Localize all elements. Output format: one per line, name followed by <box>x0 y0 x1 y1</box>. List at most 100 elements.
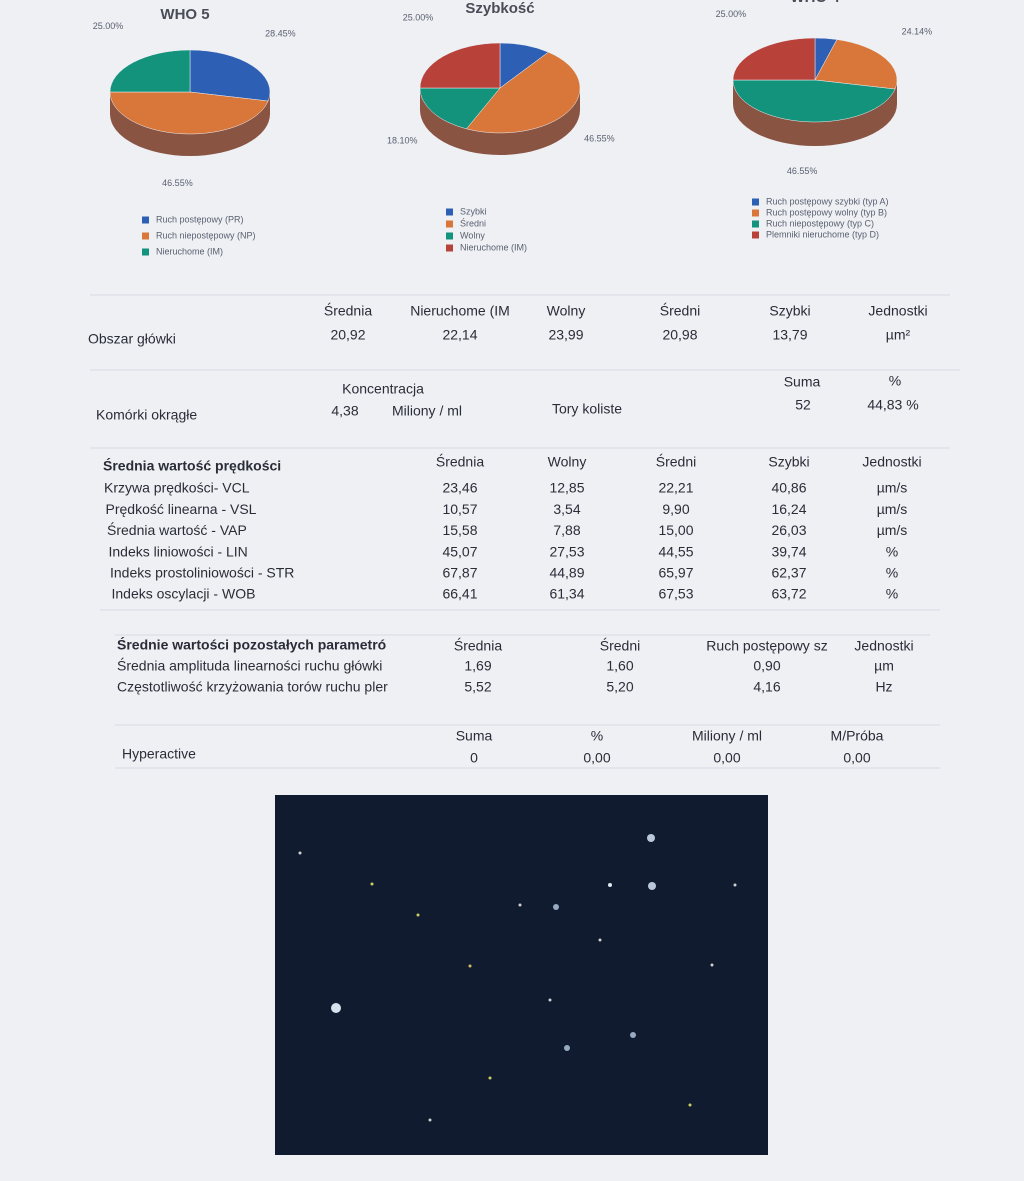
cell: % <box>886 586 898 602</box>
table-title: Średnie wartości pozostałych parametró <box>117 636 386 653</box>
cell: 67,87 <box>442 565 477 581</box>
pie-title: WHO 4 <box>790 0 840 6</box>
column-header: % <box>591 728 603 744</box>
cell: 0,00 <box>843 750 870 766</box>
legend-swatch <box>752 220 759 228</box>
cell: 15,58 <box>442 522 477 538</box>
row-label: Średnia amplituda linearności ruchu głów… <box>117 657 382 674</box>
pie-slice <box>465 51 581 134</box>
pie-slice <box>814 39 898 90</box>
cell: 1,69 <box>464 658 491 674</box>
row-label: Indeks oscylacji - WOB <box>112 586 256 602</box>
legend-swatch <box>752 198 759 206</box>
pie-title: Szybkość <box>465 0 534 17</box>
column-header: % <box>889 373 901 389</box>
row-label: Indeks prostoliniowości - STR <box>110 565 294 581</box>
legend-label: Ruch niepostępowy (typ C) <box>766 218 874 228</box>
cell: 1,60 <box>606 658 633 674</box>
row-label: Średnia wartość - VAP <box>107 521 247 538</box>
cell: 52 <box>795 397 811 413</box>
legend-swatch <box>142 248 149 256</box>
cell: 4,38 <box>331 403 358 419</box>
pie-title: WHO 5 <box>160 6 209 23</box>
legend-label: Szybki <box>460 206 487 216</box>
column-header: Jednostki <box>862 454 921 470</box>
column-header: Średni <box>600 637 640 654</box>
column-header: Średnia <box>454 637 502 654</box>
cell: Hz <box>875 679 892 695</box>
legend-label: Średni <box>460 217 486 228</box>
cell: µm² <box>886 327 911 343</box>
pie-value-label: 18.10% <box>387 136 418 146</box>
cell: 61,34 <box>549 586 584 602</box>
cell: µm/s <box>877 522 908 538</box>
cell: 15,00 <box>658 522 693 538</box>
cell: 40,86 <box>771 480 806 496</box>
column-header: Nieruchome (IM <box>410 303 510 319</box>
cell: 66,41 <box>442 586 477 602</box>
cell: 44,89 <box>549 565 584 581</box>
row-label: Indeks liniowości - LIN <box>109 543 248 559</box>
pie-slice <box>189 49 271 102</box>
column-header: Szybki <box>768 454 809 470</box>
column-header: Suma <box>456 728 493 744</box>
pie-slice <box>109 91 269 135</box>
cell: 0,90 <box>753 658 780 674</box>
label: Komórki okrągłe <box>96 407 197 423</box>
column-header: Szybki <box>769 303 810 319</box>
cell: 67,53 <box>658 586 693 602</box>
cell: 23,46 <box>442 480 477 496</box>
cell: 27,53 <box>549 543 584 559</box>
cell: 26,03 <box>771 522 806 538</box>
cell: 23,99 <box>548 327 583 343</box>
cell: 44,55 <box>658 543 693 559</box>
pie-value-label: 46.55% <box>162 178 193 188</box>
legend-label: Wolny <box>460 230 485 240</box>
column-header: Średnia <box>436 453 484 470</box>
cell: 45,07 <box>442 543 477 559</box>
pie-value-label: 25.00% <box>716 9 747 19</box>
column-header: M/Próba <box>831 728 884 744</box>
pie-slice <box>732 37 816 81</box>
label: Tory koliste <box>552 401 622 417</box>
pie-slice <box>109 49 191 93</box>
cell: 44,83 % <box>867 397 918 413</box>
pie-value-label: 46.55% <box>584 133 615 143</box>
cell: 12,85 <box>549 480 584 496</box>
column-header: Wolny <box>548 454 587 470</box>
column-header: Jednostki <box>854 638 913 654</box>
pie-slice <box>419 42 501 89</box>
cell: 63,72 <box>771 586 806 602</box>
cell: 13,79 <box>772 327 807 343</box>
cell: 0,00 <box>713 750 740 766</box>
pie-slice <box>732 79 896 123</box>
cell: 0,00 <box>583 750 610 766</box>
cell: µm <box>874 658 894 674</box>
pie-value-label: 24.14% <box>902 27 933 37</box>
column-header: Ruch postępowy sz <box>706 638 827 654</box>
cell: 65,97 <box>658 565 693 581</box>
legend-label: Ruch niepostępowy (NP) <box>156 230 256 240</box>
cell: 9,90 <box>662 501 689 517</box>
cell: 4,16 <box>753 679 780 695</box>
pie-value-label: 28.45% <box>265 28 296 38</box>
microscope-image <box>275 795 768 1155</box>
cell: % <box>886 565 898 581</box>
cell: 5,20 <box>606 679 633 695</box>
column-header: Średni <box>656 453 696 470</box>
pie-value-label: 25.00% <box>403 12 434 22</box>
row-label: Prędkość linearna - VSL <box>106 501 257 517</box>
legend-swatch <box>142 216 149 224</box>
row-label: Obszar główki <box>88 331 176 347</box>
row-label: Krzywa prędkości- VCL <box>104 480 250 496</box>
legend-label: Nieruchome (IM) <box>460 242 527 252</box>
column-header: Wolny <box>547 303 586 319</box>
cell: 22,14 <box>442 327 477 343</box>
legend-swatch <box>446 220 453 228</box>
column-header: Koncentracja <box>342 381 424 397</box>
pie-value-label: 46.55% <box>787 166 818 176</box>
column-header: Miliony / ml <box>692 728 762 744</box>
cell: % <box>886 543 898 559</box>
